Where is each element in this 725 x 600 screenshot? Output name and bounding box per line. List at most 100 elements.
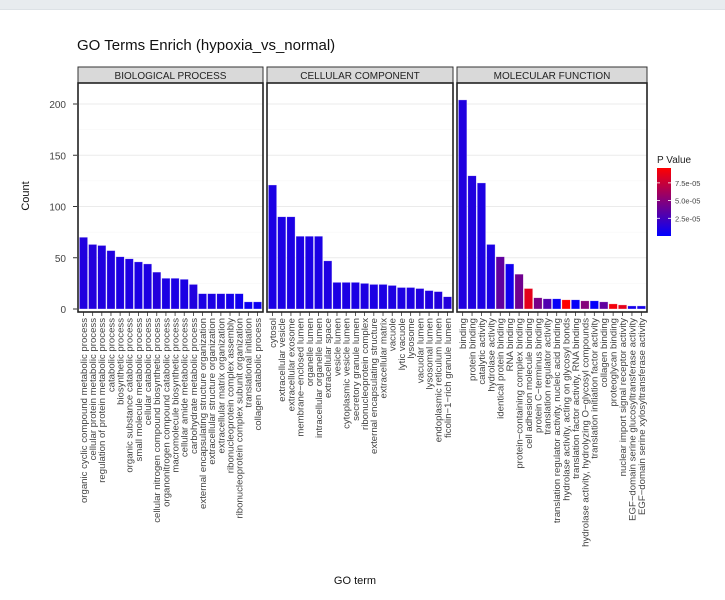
bar — [570, 299, 581, 310]
x-tick-label: translation factor activity, RNA binding — [571, 318, 582, 479]
x-tick-label: extracellular matrix organization — [216, 318, 227, 453]
y-axis-label: Count — [20, 181, 32, 210]
x-tick-label: vacuolar lumen — [415, 318, 426, 383]
bar — [304, 235, 314, 310]
y-tick-label: 150 — [49, 151, 66, 162]
x-tick-label: extracellular vesicle — [277, 318, 288, 402]
bar — [589, 300, 599, 310]
x-tick-label: protein−containing complex binding — [514, 318, 525, 469]
x-tick-label: ribonucleoprotein complex subunit organi… — [235, 318, 246, 519]
bar — [608, 303, 618, 310]
bar — [580, 300, 590, 310]
y-tick-label: 50 — [55, 254, 67, 265]
bar — [618, 304, 628, 310]
bar — [486, 244, 496, 310]
bar — [106, 250, 116, 310]
bar — [378, 284, 388, 310]
bar — [599, 301, 609, 310]
x-tick-label: extracellular matrix — [378, 318, 389, 399]
x-tick-label: external encapsulating structure organiz… — [198, 318, 209, 509]
x-tick-label: biosynthetic process — [116, 318, 127, 405]
legend-tick-label: 7.5e-05 — [675, 179, 700, 188]
bar — [188, 284, 198, 310]
bar — [323, 260, 333, 310]
x-tick-label: hydrolase activity, hydrolyzing O−glycos… — [580, 318, 591, 547]
x-tick-label: translation regulator activity, nucleic … — [552, 318, 563, 523]
bar — [505, 263, 515, 310]
x-tick-label: macromolecule biosynthetic process — [170, 318, 181, 473]
x-tick-label: identical protein binding — [496, 318, 507, 419]
bar — [234, 293, 244, 310]
bar — [243, 301, 253, 310]
y-tick-label: 0 — [60, 305, 66, 316]
bar — [286, 216, 296, 310]
bar — [523, 288, 534, 310]
x-tick-label: carbohydrate metabolic process — [189, 318, 200, 454]
x-tick-label: ficolin−1−rich granule lumen — [443, 318, 454, 438]
bar — [552, 298, 562, 310]
x-tick-label: proteoglycan binding — [609, 318, 620, 407]
x-tick-label: cytosol — [268, 318, 279, 348]
bar — [88, 244, 98, 310]
bar — [476, 182, 486, 310]
bar — [179, 278, 189, 310]
bar — [415, 288, 425, 310]
legend-title: P Value — [657, 155, 692, 166]
x-tick-label: organic cyclic compound metabolic proces… — [79, 318, 90, 503]
x-tick-label: protein C−terminus binding — [533, 318, 544, 433]
x-tick-label: organonitrogen compound catabolic proces… — [161, 318, 172, 507]
x-tick-label: organic substance catabolic process — [125, 318, 136, 473]
bar — [443, 296, 452, 310]
x-tick-label: extracellular exosome — [286, 318, 297, 411]
bar — [143, 263, 153, 310]
x-tick-label: translation regulator activity — [543, 318, 554, 435]
x-tick-label: lytic vacuole — [397, 318, 408, 370]
bar — [433, 291, 443, 310]
bar — [636, 305, 646, 310]
x-tick-label: RNA binding — [505, 318, 516, 371]
bar — [458, 99, 468, 310]
bar — [216, 293, 226, 310]
bar — [152, 271, 162, 310]
p-value-legend: P Value 2.5e-05 5.0e-05 7.5e-05 — [657, 155, 700, 236]
x-tick-label: external encapsulating structure — [369, 318, 380, 454]
x-tick-label: catalytic activity — [477, 318, 488, 385]
y-tick-label: 200 — [49, 100, 66, 111]
x-axis-label: GO term — [334, 575, 376, 587]
x-tick-label: EGF−domain serine glucosyltransferase ac… — [627, 318, 638, 521]
facet-panels: BIOLOGICAL PROCESS organic cyclic compoun… — [77, 66, 648, 547]
bar — [79, 236, 88, 310]
x-tick-label: endoplasmic reticulum lumen — [434, 318, 445, 442]
facet-strip-label: BIOLOGICAL PROCESS — [115, 71, 227, 82]
x-tick-label: cell adhesion molecule binding — [524, 318, 535, 449]
bar — [170, 277, 180, 310]
x-tick-label: catabolic process — [106, 318, 117, 392]
x-tick-label: vesicle lumen — [332, 318, 343, 376]
x-tick-label: EGF−domain serine xylosyltransferase act… — [637, 318, 648, 515]
x-tick-label: cellular nitrogen compound biosynthetic … — [152, 318, 163, 523]
x-tick-label: cellular protein metabolic process — [88, 318, 99, 461]
bar — [268, 184, 277, 310]
bar — [533, 297, 543, 310]
x-tick-label: hydrolase activity, acting on glycosyl b… — [562, 318, 573, 501]
x-tick-label: ribonucleoprotein complex — [360, 318, 371, 430]
bar — [207, 293, 217, 310]
facet-biological-process: BIOLOGICAL PROCESS organic cyclic compoun… — [77, 66, 264, 523]
panel-border — [266, 82, 454, 313]
bar — [332, 282, 342, 310]
panel-border — [456, 82, 648, 313]
panel-border — [77, 82, 264, 313]
bar — [424, 290, 434, 310]
x-tick-label: membrane−enclosed lumen — [296, 318, 307, 437]
x-tick-label: vacuole — [388, 318, 399, 351]
x-tick-label: extracellular structure organization — [207, 318, 218, 465]
x-tick-label: hydrolase activity — [486, 318, 497, 392]
x-tick-label: protein binding — [467, 318, 478, 381]
x-tick-label: extracellular space — [323, 318, 334, 398]
bar — [514, 273, 524, 310]
bar — [253, 301, 262, 310]
bar — [350, 282, 360, 310]
x-tick-label: translational initiation — [244, 318, 255, 408]
bar — [314, 235, 324, 310]
